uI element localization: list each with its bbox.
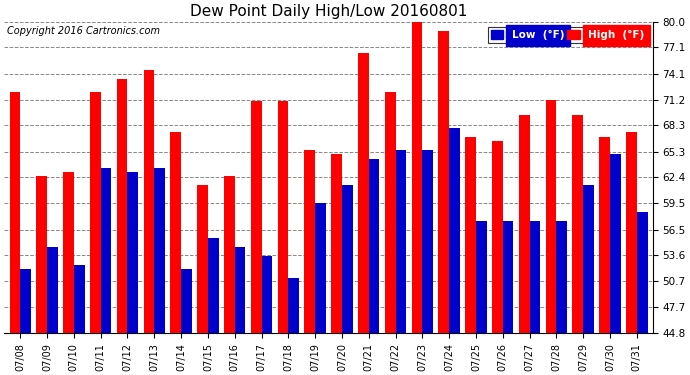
- Bar: [277, 101, 288, 333]
- Bar: [342, 185, 353, 333]
- Title: Dew Point Daily High/Low 20160801: Dew Point Daily High/Low 20160801: [190, 4, 467, 19]
- Bar: [250, 101, 262, 333]
- Bar: [288, 278, 299, 333]
- Bar: [128, 172, 138, 333]
- Bar: [155, 168, 165, 333]
- Bar: [74, 265, 85, 333]
- Bar: [412, 13, 422, 333]
- Bar: [47, 247, 58, 333]
- Bar: [492, 141, 503, 333]
- Bar: [63, 172, 74, 333]
- Bar: [101, 168, 111, 333]
- Bar: [20, 269, 31, 333]
- Bar: [10, 93, 20, 333]
- Bar: [224, 177, 235, 333]
- Bar: [181, 269, 192, 333]
- Bar: [144, 70, 155, 333]
- Bar: [331, 154, 342, 333]
- Text: Copyright 2016 Cartronics.com: Copyright 2016 Cartronics.com: [8, 26, 160, 36]
- Bar: [304, 150, 315, 333]
- Bar: [368, 159, 380, 333]
- Bar: [422, 150, 433, 333]
- Bar: [262, 256, 273, 333]
- Bar: [358, 53, 368, 333]
- Bar: [546, 99, 556, 333]
- Bar: [117, 79, 128, 333]
- Bar: [637, 212, 647, 333]
- Bar: [519, 115, 529, 333]
- Bar: [583, 185, 594, 333]
- Bar: [395, 150, 406, 333]
- Bar: [235, 247, 246, 333]
- Bar: [385, 93, 395, 333]
- Bar: [626, 132, 637, 333]
- Bar: [529, 220, 540, 333]
- Bar: [503, 220, 513, 333]
- Bar: [438, 31, 449, 333]
- Bar: [610, 154, 621, 333]
- Bar: [449, 128, 460, 333]
- Bar: [573, 115, 583, 333]
- Bar: [476, 220, 486, 333]
- Bar: [90, 93, 101, 333]
- Bar: [315, 203, 326, 333]
- Bar: [37, 177, 47, 333]
- Bar: [599, 136, 610, 333]
- Bar: [465, 136, 476, 333]
- Bar: [197, 185, 208, 333]
- Bar: [208, 238, 219, 333]
- Bar: [170, 132, 181, 333]
- Legend: Low  (°F), High  (°F): Low (°F), High (°F): [488, 27, 648, 43]
- Bar: [556, 220, 567, 333]
